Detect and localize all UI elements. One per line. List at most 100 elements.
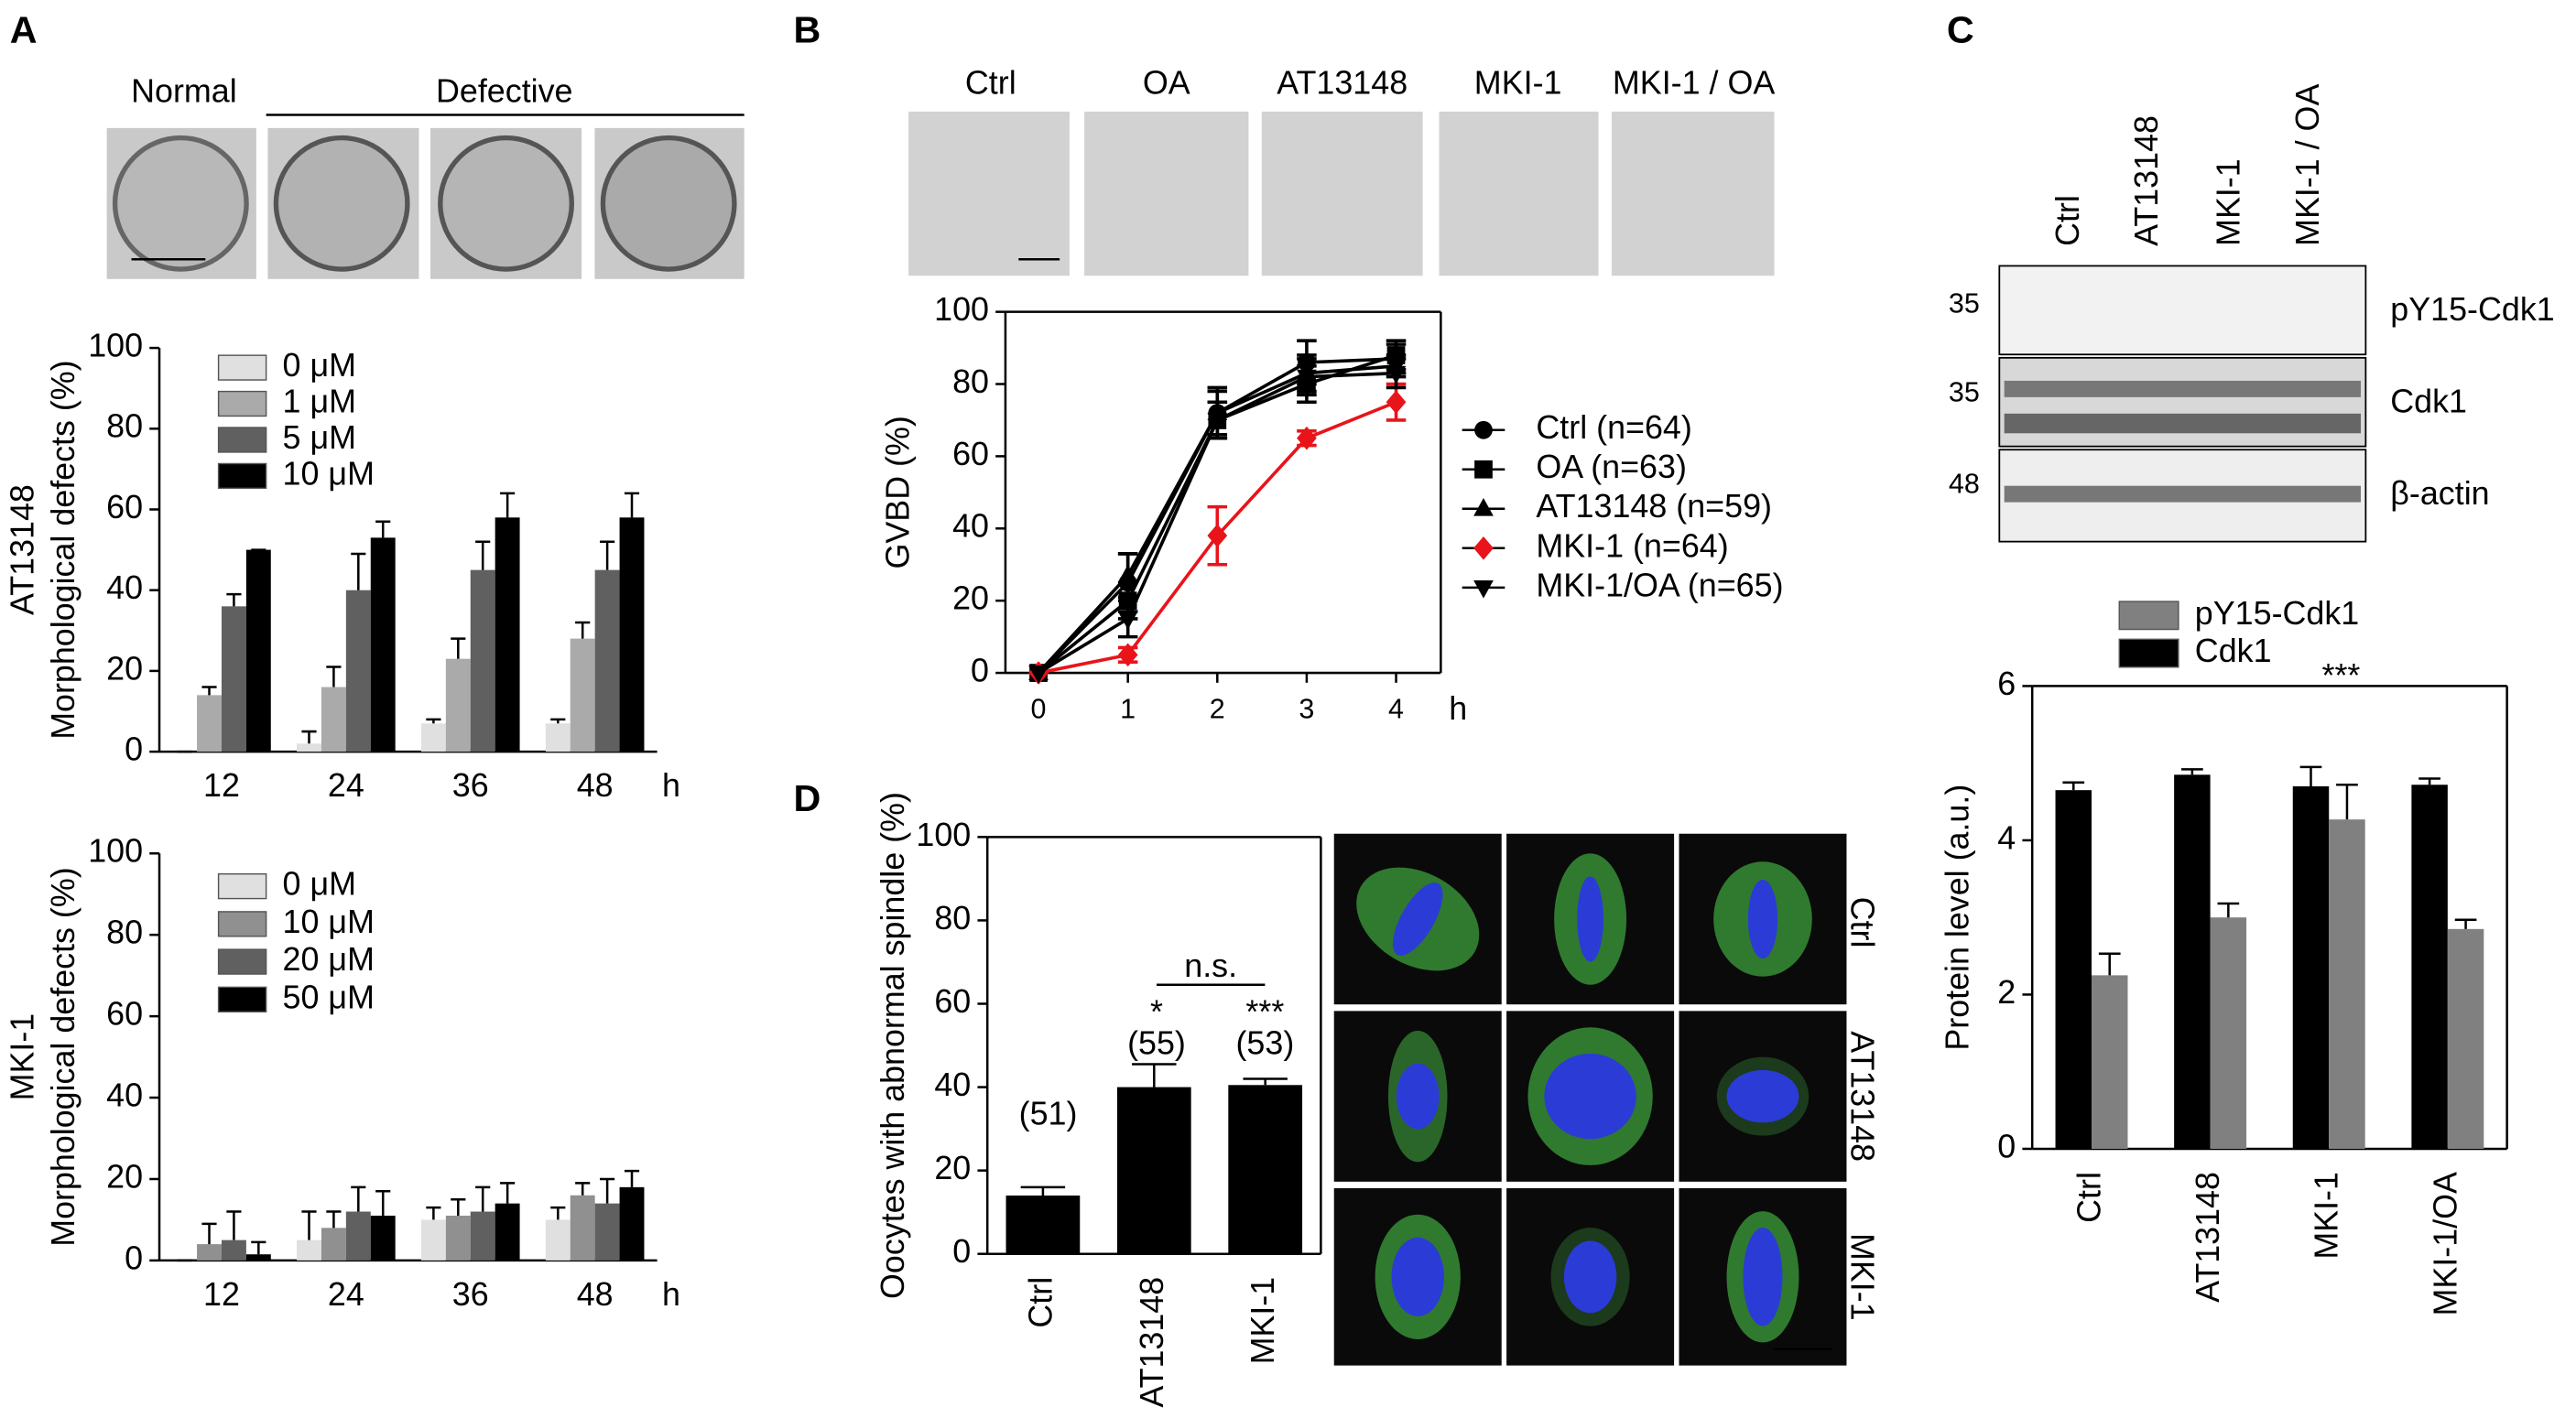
error-bar	[426, 1206, 441, 1220]
bar	[1228, 1085, 1303, 1254]
bar	[221, 1239, 246, 1261]
panel-letter: A	[10, 9, 38, 51]
y-axis-label: Morphological defects (%)	[45, 867, 82, 1246]
y-tick-label: 6	[1997, 666, 2016, 702]
y-tick-label: 40	[106, 569, 143, 606]
error-bar	[575, 621, 591, 639]
y-tick-label: 80	[952, 363, 989, 400]
row-label: MKI-1	[1843, 1233, 1880, 1321]
annotation: ***	[1245, 993, 1284, 1030]
bar	[594, 1203, 620, 1261]
legend-swatch	[217, 427, 267, 453]
x-tick-label: 2	[1210, 693, 1225, 724]
legend-swatch	[217, 354, 267, 381]
x-tick-label: MKI-1/OA	[2427, 1172, 2463, 1315]
y-tick-label: 4	[1997, 819, 2016, 856]
error-bar	[624, 492, 640, 518]
legend-swatch	[2118, 601, 2179, 631]
chromosomes	[1396, 1063, 1440, 1130]
bar	[545, 723, 571, 752]
legend-marker	[1473, 579, 1494, 599]
image-label: OA	[1143, 65, 1190, 102]
error-bar	[301, 1210, 317, 1240]
bar	[245, 549, 271, 752]
y-tick-label: 80	[106, 408, 143, 445]
y-tick-label: 40	[952, 508, 989, 545]
lane-label: AT13148	[2128, 115, 2165, 246]
x-tick-label: 12	[203, 767, 240, 804]
y-tick-label: 0	[952, 1233, 971, 1270]
error-bar	[201, 686, 217, 696]
x-tick-label: Ctrl	[2071, 1172, 2107, 1223]
legend-label: Cdk1	[2195, 633, 2272, 669]
chromosomes	[1747, 879, 1778, 959]
bar	[470, 569, 495, 752]
legend-swatch	[217, 390, 267, 417]
bar	[420, 1219, 446, 1261]
x-tick-label: 0	[1031, 693, 1047, 724]
error-bar	[301, 730, 317, 744]
y-tick-label: 100	[934, 291, 989, 328]
bar	[594, 569, 620, 752]
legend-label: MKI-1/OA (n=65)	[1536, 567, 1783, 603]
image-label: Ctrl	[965, 65, 1016, 102]
bar	[445, 1215, 471, 1261]
row-title: AT13148	[4, 484, 40, 615]
annotation: n.s.	[1184, 947, 1237, 984]
bar	[420, 723, 446, 752]
error-bar	[326, 666, 342, 687]
bar	[2091, 975, 2128, 1149]
marker	[1117, 612, 1138, 630]
x-tick-label: 48	[577, 767, 614, 804]
error-bar	[624, 1169, 640, 1187]
y-tick-label: 60	[106, 489, 143, 525]
error-bar	[475, 1185, 491, 1212]
panel-letter: B	[794, 9, 821, 51]
bar	[619, 517, 645, 752]
blot	[1998, 265, 2367, 543]
legend-swatch	[217, 986, 267, 1012]
legend-marker	[1473, 536, 1494, 560]
band-label: pY15-Cdk1	[2390, 291, 2554, 328]
y-tick-label: 20	[106, 650, 143, 687]
x-tick-label: 36	[452, 767, 489, 804]
annotation: (55)	[1127, 1025, 1186, 1062]
x-unit: h	[1449, 690, 1467, 727]
bar	[197, 1244, 222, 1261]
marker	[1207, 524, 1228, 547]
error-bar	[2299, 765, 2322, 786]
bar	[221, 606, 246, 752]
bar	[197, 695, 222, 752]
band	[2004, 380, 2361, 397]
bar	[297, 1239, 321, 1261]
error-bar	[2062, 781, 2085, 791]
bar	[2174, 774, 2211, 1149]
error-bar	[600, 540, 615, 570]
error-bar	[426, 718, 441, 724]
image-label: MKI-1 / OA	[1613, 65, 1775, 102]
lane-label: Ctrl	[2049, 195, 2086, 246]
legend-label: 10 μM	[283, 455, 375, 492]
legend-label: 10 μM	[283, 904, 375, 940]
y-tick-label: 60	[106, 996, 143, 1033]
row-label: AT13148	[1843, 1031, 1880, 1162]
y-tick-label: 0	[1997, 1128, 2016, 1164]
panel-letter: C	[1947, 9, 1974, 51]
blot-strip	[1998, 265, 2367, 356]
x-tick-label: 3	[1299, 693, 1314, 724]
error-bar	[226, 592, 242, 607]
y-tick-label: 20	[934, 1150, 971, 1186]
x-unit: h	[662, 1276, 680, 1313]
chromosomes	[1726, 1069, 1799, 1123]
bar	[570, 638, 595, 752]
y-tick-label: 80	[934, 900, 971, 936]
marker	[1386, 365, 1407, 384]
bar	[2292, 785, 2330, 1149]
row-label: Ctrl	[1843, 897, 1880, 948]
y-axis-label: Protein level (a.u.)	[1940, 785, 1976, 1051]
error-bar	[2454, 918, 2477, 929]
marker	[1117, 564, 1138, 583]
y-tick-label: 60	[952, 436, 989, 472]
error-bar	[375, 520, 391, 538]
legend-label: MKI-1 (n=64)	[1536, 527, 1728, 564]
